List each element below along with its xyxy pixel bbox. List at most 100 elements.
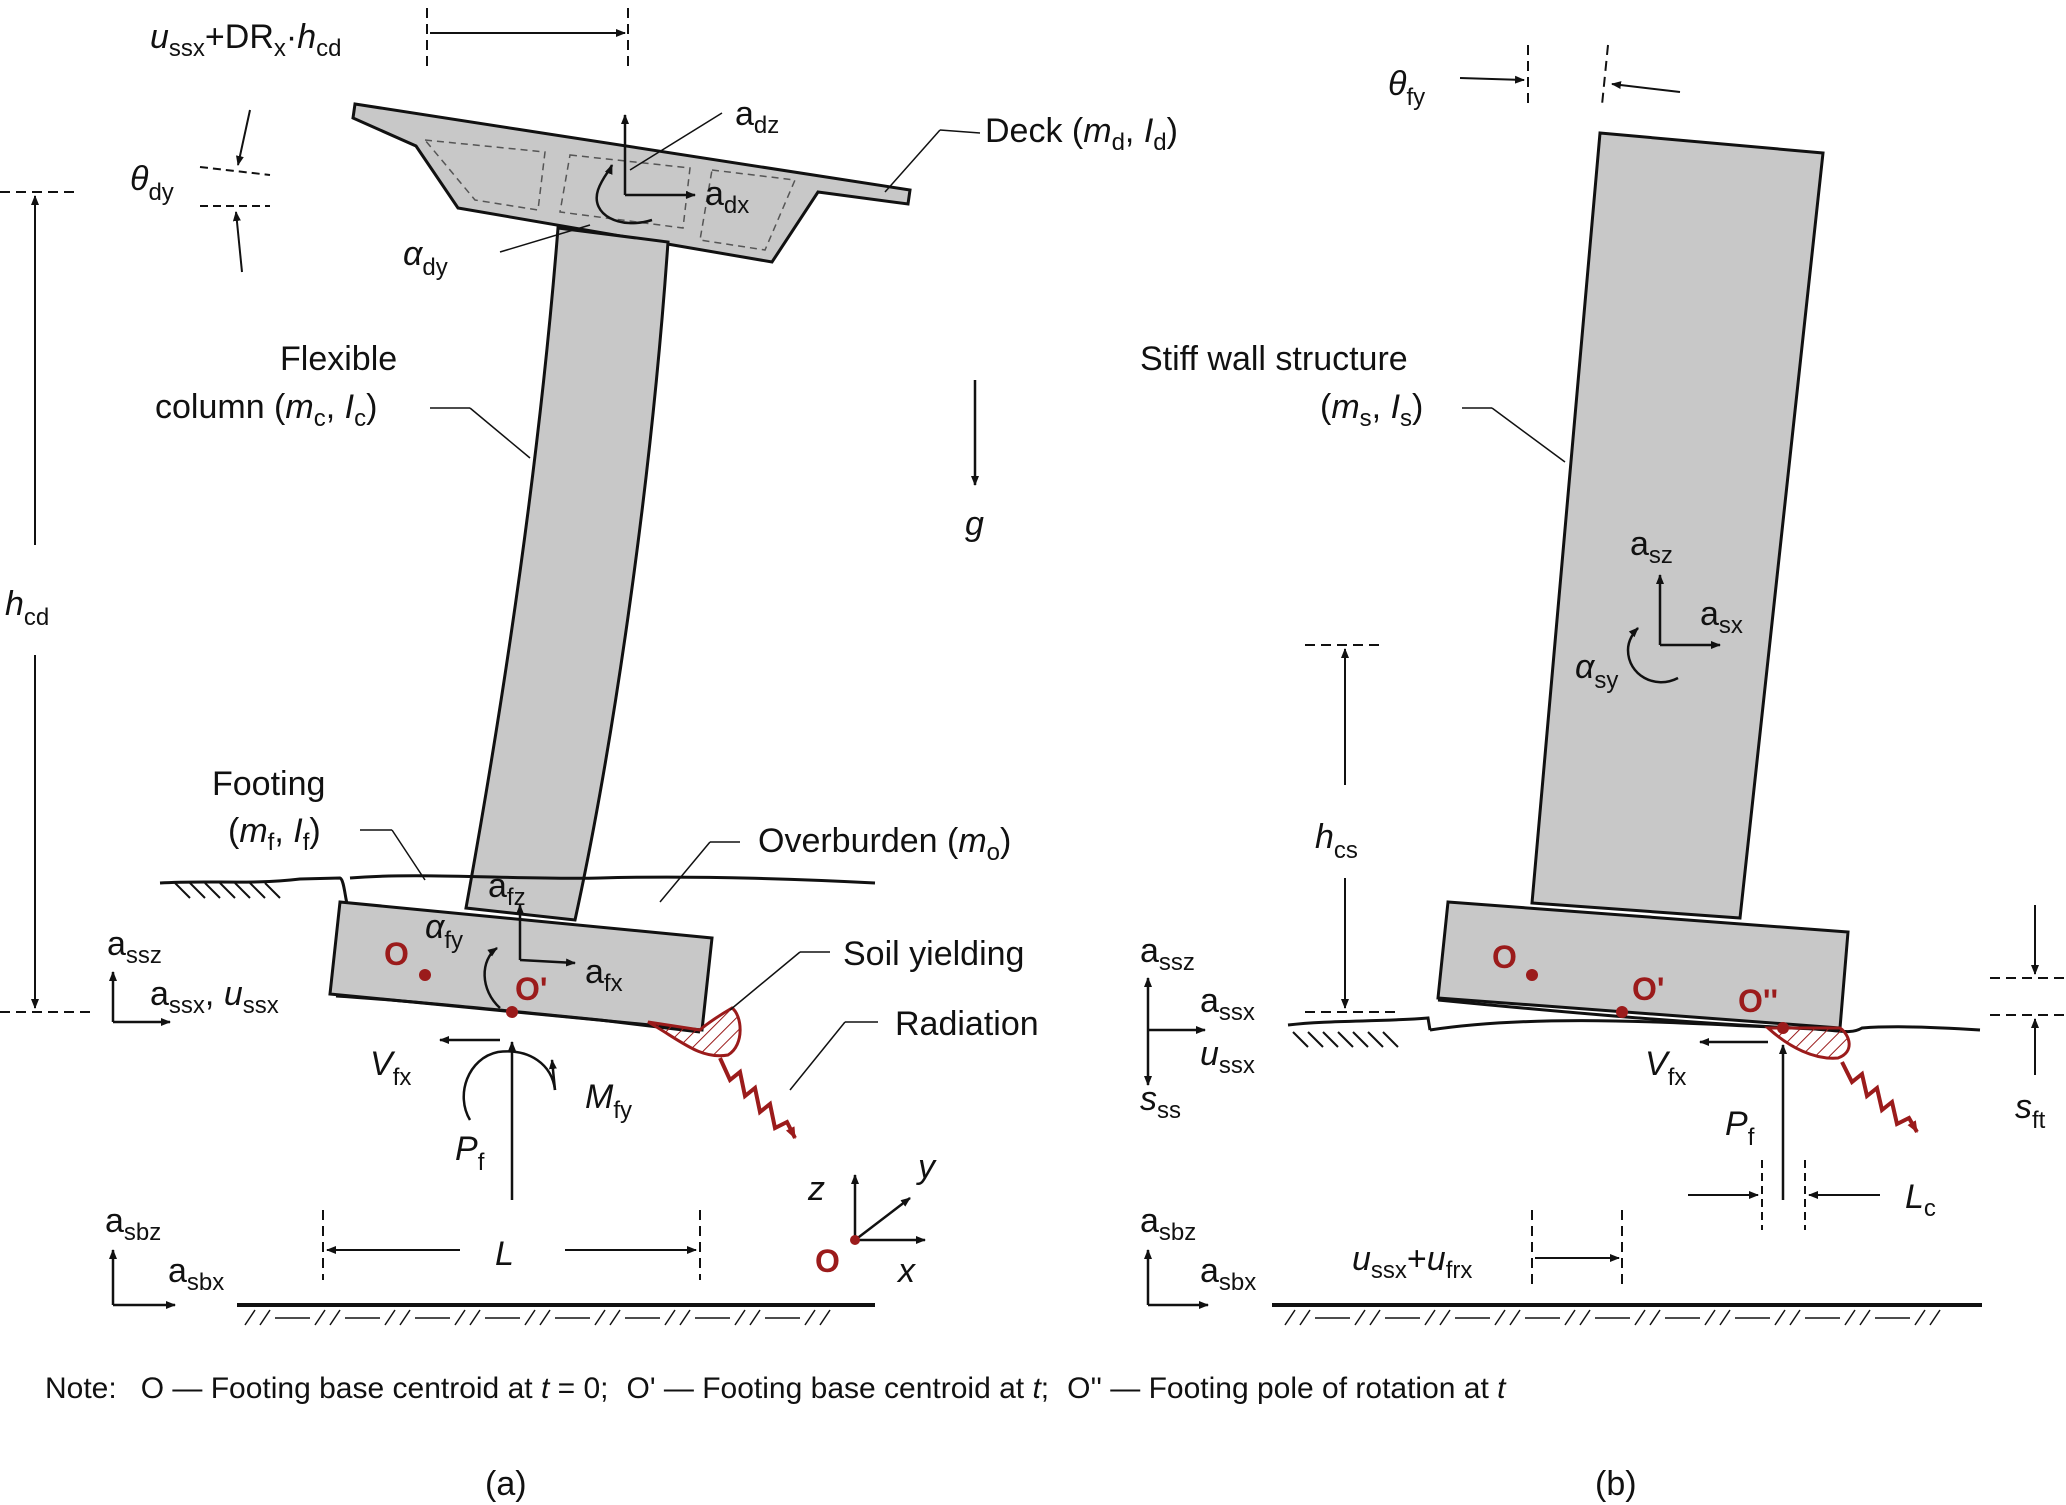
x-axis-label: x bbox=[896, 1252, 916, 1290]
origin-dot bbox=[850, 1235, 860, 1245]
base-hatch-b bbox=[1284, 1309, 1941, 1326]
note-line: Note: O — Footing base centroid at t = 0;… bbox=[45, 1372, 1507, 1405]
a-dx-label: adx bbox=[705, 175, 749, 219]
radiation-wave-b bbox=[1840, 1061, 1919, 1134]
a-ssz-label-b: assz bbox=[1140, 932, 1195, 976]
V-fx-label-b: Vfx bbox=[1645, 1045, 1686, 1091]
wall-label-line2: (ms, Is) bbox=[1320, 388, 1423, 432]
s-ft-label: sft bbox=[2015, 1088, 2046, 1134]
caption-b: (b) bbox=[1595, 1465, 1637, 1503]
leader-lines-b bbox=[1462, 407, 1566, 463]
footing-label-line1: Footing bbox=[212, 765, 325, 803]
drift-label: ussx+DRx·hcd bbox=[150, 18, 342, 62]
overburden-label: Overburden (mo) bbox=[758, 822, 1011, 866]
a-sbx-label-a: asbx bbox=[168, 1252, 224, 1296]
base-hatch-a bbox=[244, 1309, 831, 1326]
point-O-dprime-b bbox=[1777, 1022, 1789, 1034]
panel-a: ussx+DRx·hcd θdy hcd adz adx Deck (md, I… bbox=[0, 8, 1178, 1503]
h-cs-label: hcs bbox=[1315, 818, 1358, 864]
point-O-b bbox=[1526, 969, 1538, 981]
caption-a: (a) bbox=[485, 1465, 527, 1503]
theta-dy-marks bbox=[199, 109, 271, 273]
a-sbx-label-b: asbx bbox=[1200, 1252, 1256, 1296]
point-O-prime-b bbox=[1616, 1006, 1628, 1018]
wall-accel-arrows bbox=[1626, 574, 1721, 684]
panel-b: θfy Stiff wall structure (ms, Is) asz as… bbox=[1140, 44, 2066, 1503]
soil-hatch-a bbox=[174, 882, 281, 899]
y-axis-label: y bbox=[916, 1148, 937, 1186]
Lc-dimension bbox=[1688, 1160, 1880, 1230]
h-cd-dimension bbox=[0, 191, 90, 1013]
footing-force-arrows bbox=[439, 1036, 557, 1200]
radiation-wave-a bbox=[718, 1057, 797, 1140]
a-fx-label: afx bbox=[585, 953, 623, 997]
ufrx-label: ussx+ufrx bbox=[1352, 1240, 1472, 1284]
L-label: L bbox=[495, 1235, 514, 1273]
point-O-prime-a bbox=[506, 1006, 518, 1018]
deck-label: Deck (md, Id) bbox=[985, 112, 1178, 156]
u-ssx-label-b: ussx bbox=[1200, 1035, 1255, 1079]
alpha-fy-label: αfy bbox=[425, 908, 463, 954]
a-sbz-label-b: asbz bbox=[1140, 1202, 1196, 1246]
s-ft-dimension bbox=[1990, 905, 2066, 1075]
leader-lines-a bbox=[360, 112, 981, 1091]
a-sz-label: asz bbox=[1630, 525, 1673, 569]
h-cs-dimension bbox=[1305, 644, 1400, 1013]
origin-label: O bbox=[815, 1243, 840, 1279]
a-ssz-label-a: assz bbox=[107, 925, 162, 969]
column-label-line2: column (mc, Ic) bbox=[155, 388, 377, 432]
V-fx-label-a: Vfx bbox=[370, 1045, 411, 1091]
column-label-line1: Flexible bbox=[280, 340, 397, 378]
s-ss-label: sss bbox=[1140, 1080, 1181, 1124]
ss-axes-a bbox=[109, 971, 171, 1026]
footing-accel-arrows bbox=[483, 904, 576, 1009]
ground-surface-b bbox=[1287, 1016, 1981, 1034]
z-axis-label: z bbox=[807, 1170, 825, 1208]
label-O-prime-b: O' bbox=[1632, 971, 1665, 1007]
a-sbz-label-a: asbz bbox=[105, 1202, 161, 1246]
P-f-label-b: Pf bbox=[1725, 1105, 1755, 1151]
label-O-b: O bbox=[1492, 939, 1517, 975]
deck-accel-arrows bbox=[595, 114, 696, 225]
M-fy-label: Mfy bbox=[585, 1078, 632, 1124]
Lc-label: Lc bbox=[1905, 1178, 1936, 1222]
soil-yield-zone-a bbox=[647, 1006, 742, 1058]
label-O-a: O bbox=[384, 936, 409, 972]
soil-hatch-b bbox=[1292, 1031, 1399, 1048]
point-O-a bbox=[419, 969, 431, 981]
a-dz-label: adz bbox=[735, 95, 779, 139]
wall-label-line1: Stiff wall structure bbox=[1140, 340, 1408, 378]
label-O-prime-a: O' bbox=[515, 971, 548, 1007]
L-dimension bbox=[322, 1210, 701, 1280]
soil-yield-zone-b bbox=[1764, 1026, 1851, 1060]
stiff-wall bbox=[1530, 131, 1825, 920]
force-arrows-b bbox=[1699, 1038, 1787, 1200]
a-sx-label: asx bbox=[1700, 595, 1743, 639]
ss-axes-b bbox=[1144, 977, 1206, 1086]
gravity-label: g bbox=[965, 505, 984, 543]
theta-fy-label: θfy bbox=[1388, 65, 1425, 111]
alpha-sy-label: αsy bbox=[1575, 648, 1618, 694]
label-O-dprime-b: O'' bbox=[1738, 983, 1778, 1019]
P-f-label-a: Pf bbox=[455, 1130, 485, 1176]
a-ssx-label-a: assx, ussx bbox=[150, 975, 279, 1019]
footing-label-line2: (mf, If) bbox=[228, 812, 321, 856]
deck-shape bbox=[351, 102, 912, 264]
sb-axes-b bbox=[1144, 1249, 1209, 1309]
ufrx-dimension bbox=[1531, 1210, 1623, 1290]
theta-fy-marks bbox=[1459, 44, 1681, 106]
a-fz-label: afz bbox=[488, 867, 526, 911]
flexible-column bbox=[464, 226, 670, 922]
alpha-dy-label: αdy bbox=[403, 235, 448, 281]
drift-dimension bbox=[426, 8, 629, 70]
soil-yielding-label: Soil yielding bbox=[843, 935, 1024, 973]
theta-dy-label: θdy bbox=[130, 160, 174, 206]
ground-surface-a bbox=[159, 874, 876, 913]
a-ssx-label-b: assx bbox=[1200, 982, 1255, 1026]
global-axes bbox=[851, 1174, 926, 1244]
h-cd-label: hcd bbox=[5, 585, 49, 631]
sb-axes-a bbox=[109, 1249, 176, 1309]
radiation-label: Radiation bbox=[895, 1005, 1039, 1043]
